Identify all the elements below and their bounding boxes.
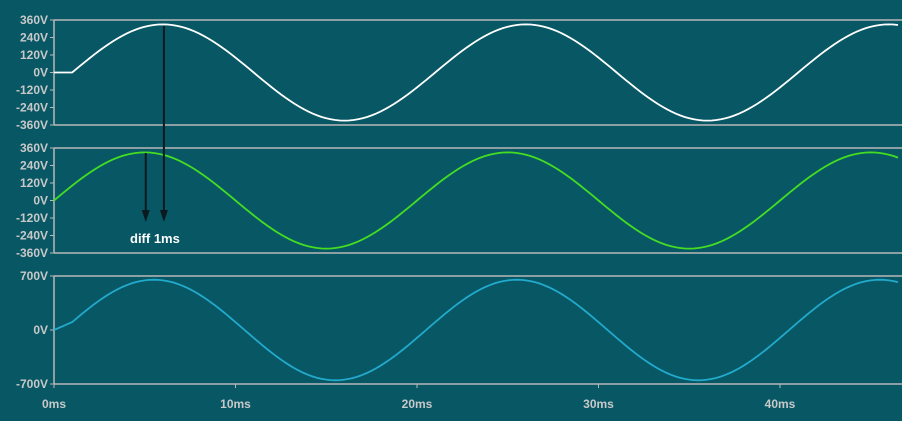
x-tick-label: 10ms bbox=[220, 397, 251, 411]
x-axis-labels: 0ms 10ms 20ms 30ms 40ms bbox=[42, 384, 796, 411]
x-tick-label: 20ms bbox=[402, 397, 433, 411]
annotation-arrowhead-1 bbox=[141, 210, 150, 222]
x-tick-label: 30ms bbox=[583, 397, 614, 411]
panel-2-ytick-label: 240V bbox=[20, 159, 48, 173]
trace-panel-2 bbox=[53, 151, 899, 250]
panel-2-ytick-label: 0V bbox=[33, 194, 48, 208]
x-tick-label: 40ms bbox=[765, 397, 796, 411]
panel-1-ytick-label: 0V bbox=[33, 66, 48, 80]
panel-1-ytick-label: 120V bbox=[20, 48, 48, 62]
panel-2-ytick-label: 360V bbox=[20, 141, 48, 155]
y-axis-labels: 360V 240V 120V 0V -120V -240V -360V 360V 240V 120… bbox=[16, 13, 54, 391]
annotation-group: diff 1ms bbox=[130, 26, 180, 246]
panel-3-ytick-label: -700V bbox=[16, 377, 48, 391]
panel-1-ytick-label: -360V bbox=[16, 118, 48, 132]
panel-1-ytick-label: 240V bbox=[20, 31, 48, 45]
trace-panel-1 bbox=[54, 23, 899, 122]
panel-3-ytick-label: 0V bbox=[33, 323, 48, 337]
grid-lines bbox=[53, 19, 902, 385]
panel-3-ytick-label: 700V bbox=[20, 269, 48, 283]
panel-2-ytick-label: -240V bbox=[16, 229, 48, 243]
panel-2-ytick-label: -120V bbox=[16, 211, 48, 225]
annotation-label: diff 1ms bbox=[130, 231, 180, 246]
panel-2-ytick-label: -360V bbox=[16, 246, 48, 260]
panel-1-ytick-label: 360V bbox=[20, 13, 48, 27]
annotation-arrowhead-2 bbox=[159, 210, 168, 222]
x-tick-label: 0ms bbox=[42, 397, 66, 411]
panel-1-ytick-label: -120V bbox=[16, 83, 48, 97]
trace-panel-3 bbox=[53, 278, 899, 382]
traces bbox=[53, 23, 899, 382]
panel-2-ytick-label: 120V bbox=[20, 176, 48, 190]
panel-1-ytick-label: -240V bbox=[16, 101, 48, 115]
